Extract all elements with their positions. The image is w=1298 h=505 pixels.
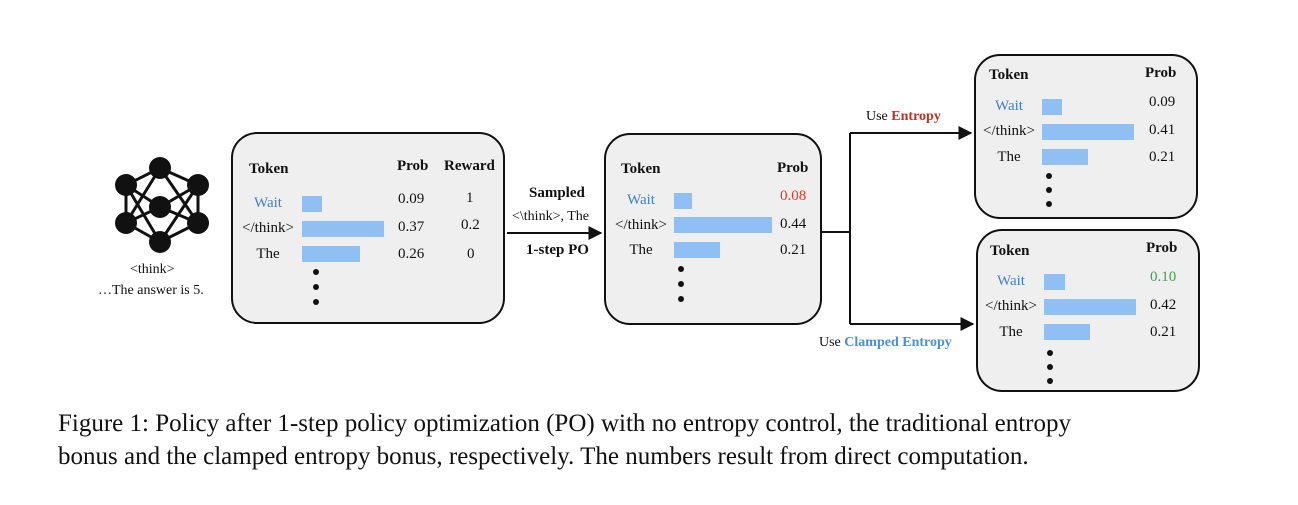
reward-value: 1 (466, 190, 474, 206)
prob-bar (302, 196, 322, 212)
ellipsis-dot (1046, 187, 1052, 193)
branch-label-entropy: Use Entropy (866, 109, 941, 125)
branch-label-clamped-entropy: Use Clamped Entropy (819, 335, 952, 351)
token-end-think: </think> (983, 123, 1035, 139)
token-end-think: </think> (615, 217, 667, 233)
prob-bar (302, 246, 360, 262)
arrow-label-sampled: Sampled (529, 185, 585, 201)
ellipsis-dot (313, 299, 319, 305)
prob-value: 0.44 (780, 216, 807, 232)
prob-value: 0.21 (1150, 324, 1177, 340)
ellipsis-dot (678, 266, 684, 272)
neural-network-icon (115, 157, 209, 253)
branch-keyword-clamped: Clamped Entropy (844, 335, 952, 350)
prob-value-highlight: 0.10 (1150, 269, 1177, 285)
ellipsis-dot (1047, 350, 1053, 356)
ellipsis-dot (1046, 173, 1052, 179)
prob-value: 0.09 (1149, 94, 1176, 110)
prob-bar (674, 193, 692, 209)
prob-value: 0.26 (398, 246, 425, 262)
prob-value: 0.09 (398, 191, 425, 207)
ellipsis-dot (678, 296, 684, 302)
arrow-label-po: 1-step PO (526, 242, 589, 258)
prob-value: 0.21 (1149, 149, 1176, 165)
ellipsis-dot (1047, 364, 1053, 370)
token-wait: Wait (997, 273, 1025, 289)
ellipsis-dot (1046, 201, 1052, 207)
token-wait: Wait (627, 192, 655, 208)
prob-bar (1044, 324, 1090, 340)
header-prob: Prob (777, 160, 809, 176)
token-wait: Wait (995, 98, 1023, 114)
input-text-think: <think> (130, 262, 175, 277)
token-end-think: </think> (985, 298, 1037, 314)
token-the: The (256, 246, 280, 262)
token-the: The (997, 149, 1021, 165)
token-end-think: </think> (242, 220, 294, 236)
ellipsis-dot (1047, 378, 1053, 384)
ellipsis-dot (678, 281, 684, 287)
prob-value: 0.37 (398, 219, 425, 235)
header-prob: Prob (1146, 240, 1178, 256)
ellipsis-dot (313, 269, 319, 275)
prob-value: 0.21 (780, 242, 807, 258)
token-the: The (999, 324, 1023, 340)
header-reward: Reward (444, 158, 495, 174)
header-token: Token (621, 161, 661, 177)
token-wait: Wait (254, 195, 282, 211)
header-token: Token (249, 161, 289, 177)
reward-value: 0 (467, 246, 475, 262)
arrow-label-tokens: <\think>, The (512, 209, 589, 224)
prob-bar (1042, 149, 1088, 165)
prob-bar (1044, 274, 1065, 290)
caption-line-2: bonus and the clamped entropy bonus, res… (58, 443, 1029, 470)
prob-value: 0.42 (1150, 297, 1177, 313)
token-the: The (629, 242, 653, 258)
prob-bar (302, 221, 384, 237)
prob-bar (674, 242, 720, 258)
prob-bar (1042, 99, 1062, 115)
figure-caption: Figure 1: Policy after 1-step policy opt… (58, 407, 1258, 473)
prob-value-highlight: 0.08 (780, 188, 807, 204)
header-token: Token (989, 67, 1029, 83)
branch-keyword-entropy: Entropy (891, 109, 941, 124)
prob-bar (1042, 124, 1134, 140)
prob-value: 0.41 (1149, 122, 1176, 138)
header-prob: Prob (1145, 65, 1177, 81)
header-prob: Prob (397, 158, 429, 174)
prob-bar (1044, 299, 1136, 315)
reward-value: 0.2 (461, 217, 480, 233)
prob-bar (674, 217, 772, 233)
branch-prefix: Use (819, 335, 845, 350)
header-token: Token (990, 243, 1030, 259)
caption-line-1: Figure 1: Policy after 1-step policy opt… (58, 410, 1071, 437)
input-text-answer: …The answer is 5. (98, 283, 204, 298)
ellipsis-dot (313, 284, 319, 290)
branch-prefix: Use (866, 109, 892, 124)
